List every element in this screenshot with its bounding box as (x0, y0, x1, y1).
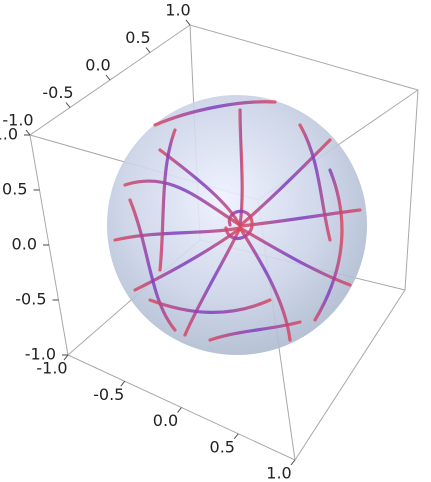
y-tick-label: 0.5 (125, 28, 150, 47)
y-tick-label: -0.5 (42, 83, 73, 102)
z-tick-label: 0.0 (12, 235, 37, 254)
tick-mark (120, 380, 126, 387)
tick-mark (25, 129, 31, 136)
z-tick-label: 1.0 (0, 125, 18, 144)
tick-mark (233, 433, 239, 440)
tick-mark (63, 354, 69, 361)
z-tick-label: -0.5 (15, 290, 46, 309)
y-tick-label: -1.0 (2, 111, 33, 130)
y-tick-label: 0.0 (85, 56, 110, 75)
tick-mark (290, 459, 296, 466)
tick-mark (177, 407, 182, 413)
z-tick-label: 0.5 (2, 180, 27, 199)
z-tick-label: -1.0 (25, 345, 56, 364)
x-tick-label: -1.0 (36, 359, 67, 378)
y-tick-label: 1.0 (165, 1, 190, 20)
x-tick-label: 0.0 (153, 411, 178, 430)
x-tick-label: 0.5 (210, 437, 235, 456)
tick-mark (105, 74, 111, 81)
x-tick-label: -0.5 (93, 385, 124, 404)
tick-mark (185, 19, 191, 26)
x-tick-label: 1.0 (266, 464, 291, 482)
streamlines (113, 100, 362, 342)
tick-mark (65, 102, 71, 108)
tick-mark (145, 47, 151, 53)
